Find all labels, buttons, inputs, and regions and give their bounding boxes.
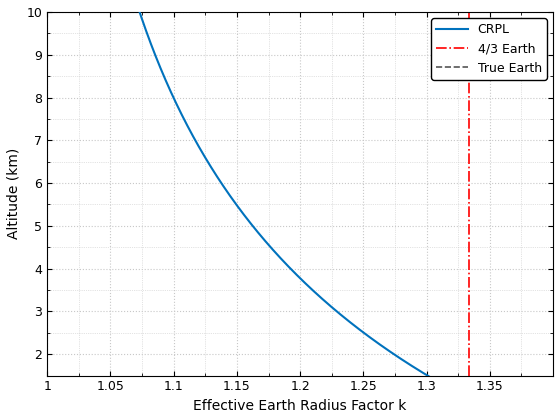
4/3 Earth — [465, 394, 472, 399]
CRPL — [255, 230, 262, 235]
X-axis label: Effective Earth Radius Factor k: Effective Earth Radius Factor k — [193, 399, 407, 413]
CRPL — [136, 9, 143, 14]
Legend: CRPL, 4/3 Earth, True Earth: CRPL, 4/3 Earth, True Earth — [431, 18, 547, 80]
CRPL — [267, 244, 273, 249]
CRPL — [213, 173, 220, 178]
Line: CRPL: CRPL — [139, 12, 435, 380]
True Earth — [44, 394, 50, 399]
CRPL — [143, 31, 150, 36]
Y-axis label: Altitude (km): Altitude (km) — [7, 148, 21, 239]
CRPL — [431, 377, 438, 382]
CRPL — [182, 119, 189, 124]
CRPL — [175, 105, 181, 110]
